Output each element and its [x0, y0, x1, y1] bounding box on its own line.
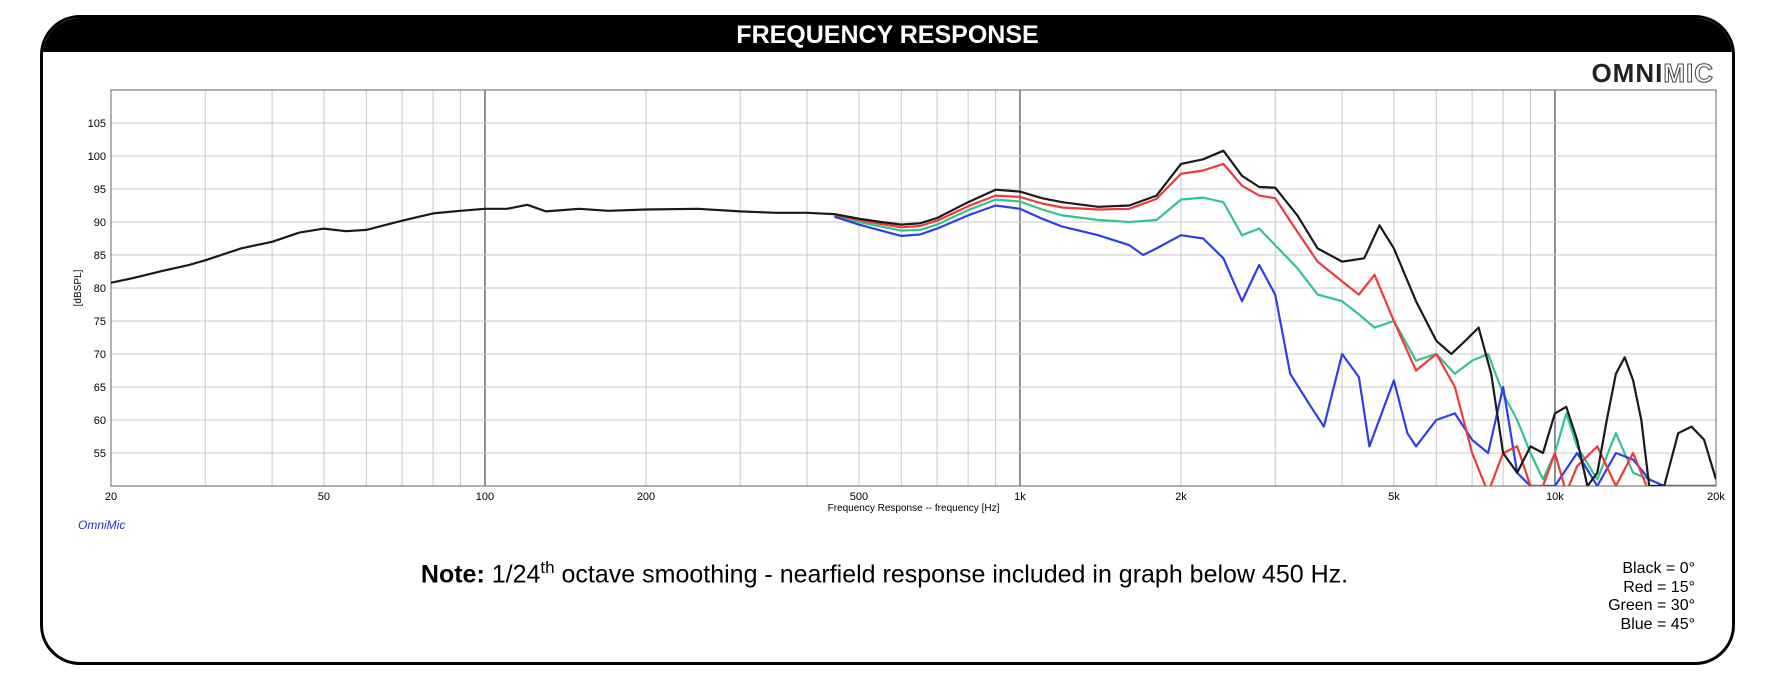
y-axis-label: [dBSPL]	[73, 269, 84, 306]
x-tick-label: 20k	[1707, 491, 1725, 503]
y-tick-label: 75	[94, 316, 106, 328]
x-tick-label: 10k	[1546, 491, 1564, 503]
x-tick-label: 1k	[1014, 491, 1026, 503]
x-tick-label: 2k	[1175, 491, 1187, 503]
y-tick-label: 105	[88, 118, 106, 130]
x-axis-label: Frequency Response -- frequency [Hz]	[828, 503, 1000, 514]
logo-text-outline: MIC	[1663, 58, 1714, 89]
series-line-blue	[834, 204, 1716, 486]
y-tick-label: 65	[94, 382, 106, 394]
x-tick-label: 50	[318, 491, 330, 503]
legend-entry-green: Green = 30°	[1608, 597, 1695, 614]
y-tick-label: 80	[94, 283, 106, 295]
x-tick-label: 200	[637, 491, 655, 503]
note-label: Note:	[420, 560, 485, 589]
note-superscript: th	[540, 558, 555, 577]
legend-entry-black: Black = 0°	[1622, 560, 1695, 577]
y-tick-label: 95	[94, 184, 106, 196]
series-line-red	[834, 162, 1716, 486]
footer-brand: OmniMic	[78, 518, 126, 532]
legend-entry-blue: Blue = 45°	[1620, 615, 1695, 633]
x-tick-label: 5k	[1388, 491, 1400, 503]
note-text-after: octave smoothing - nearfield response in…	[554, 560, 1349, 589]
note-text-before: 1/24	[484, 560, 541, 589]
legend-entry-red: Red = 15°	[1623, 578, 1695, 596]
y-tick-label: 60	[94, 415, 106, 427]
plot-frame	[110, 89, 1717, 487]
y-tick-label: 90	[94, 217, 106, 229]
omnimic-logo: OMNIMIC	[1591, 58, 1714, 89]
series-line-black	[111, 149, 1716, 486]
x-tick-label: 20	[105, 491, 117, 503]
y-tick-label: 100	[88, 151, 106, 163]
series-line-green	[834, 196, 1716, 486]
y-tick-label: 85	[94, 250, 106, 262]
note-text: Note: 1/24th octave smoothing - nearfiel…	[0, 558, 1769, 589]
legend: Black = 0° Red = 15° Green = 30° Blue = …	[1608, 560, 1695, 634]
y-tick-label: 55	[94, 448, 106, 460]
page-title: FREQUENCY RESPONSE	[43, 18, 1732, 52]
x-tick-label: 500	[850, 491, 868, 503]
x-tick-label: 100	[476, 491, 494, 503]
logo-text-bold: OMNI	[1591, 58, 1664, 88]
y-tick-label: 70	[94, 349, 106, 361]
